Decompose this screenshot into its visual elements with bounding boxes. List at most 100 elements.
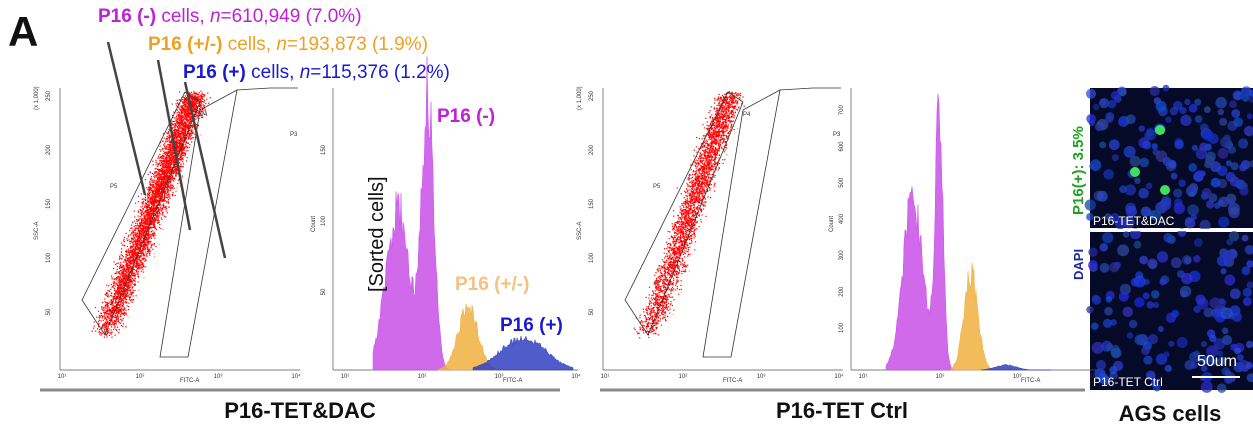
event [196,105,197,106]
event [118,271,119,272]
event [129,297,130,298]
event [123,312,124,313]
event [162,170,163,171]
event [154,243,155,244]
event [117,266,118,267]
event [153,182,154,183]
event [191,129,192,130]
nucleus [1097,191,1108,202]
event [169,139,170,140]
event [185,130,186,131]
event [131,254,132,255]
event [138,271,139,272]
event [119,273,120,274]
event [132,242,133,243]
event [132,278,133,279]
nucleus [1202,188,1212,198]
event [116,271,117,272]
event [137,225,138,226]
nucleus [1226,160,1232,166]
event [176,105,177,106]
event [94,325,95,326]
event [193,92,194,93]
event [181,119,182,120]
event [124,291,125,292]
event [138,196,139,197]
event [154,177,155,178]
nucleus [1139,256,1148,265]
event [145,179,146,180]
event [159,157,160,158]
event [167,165,168,166]
event [142,214,143,215]
event [138,290,139,291]
nucleus [1178,179,1186,187]
event [131,299,132,300]
event [127,240,128,241]
nucleus [1150,86,1160,96]
event [154,253,155,254]
event [158,156,159,157]
event [155,215,156,216]
event [165,206,166,207]
event [190,118,191,119]
event [171,175,172,176]
event [173,156,174,157]
event [143,203,144,204]
event [104,324,105,325]
event [107,296,108,297]
event [193,110,194,111]
nucleus [1093,104,1099,110]
event [165,154,166,155]
event [108,323,109,324]
event [184,122,185,123]
nucleus [1223,310,1230,317]
event [126,233,127,234]
event [149,219,150,220]
event [126,266,127,267]
event [195,119,196,120]
event [185,116,186,117]
event [170,182,171,183]
event [103,328,104,329]
event [132,293,133,294]
event [197,94,198,95]
event [156,172,157,173]
event [185,125,186,126]
event [157,166,158,167]
event [128,283,129,284]
event [197,112,198,113]
event [166,162,167,163]
event [163,181,164,182]
event [120,262,121,263]
event [123,268,124,269]
event [162,167,163,168]
event [187,122,188,123]
event [150,197,151,198]
event [155,195,156,196]
nucleus [1147,301,1154,308]
event [188,138,189,139]
nucleus [1158,326,1164,332]
event [169,193,170,194]
event [202,104,203,105]
event [162,163,163,164]
nucleus [1206,200,1214,208]
event [119,305,120,306]
event [186,115,187,116]
nucleus [1146,128,1154,136]
event [144,261,145,262]
event [148,220,149,221]
event [125,261,126,262]
event [99,315,100,316]
event [129,253,130,254]
event [111,326,112,327]
event [181,111,182,112]
event [140,213,141,214]
event [156,176,157,177]
event [119,284,120,285]
event [152,249,153,250]
event [166,146,167,147]
event [113,296,114,297]
event [184,104,185,105]
